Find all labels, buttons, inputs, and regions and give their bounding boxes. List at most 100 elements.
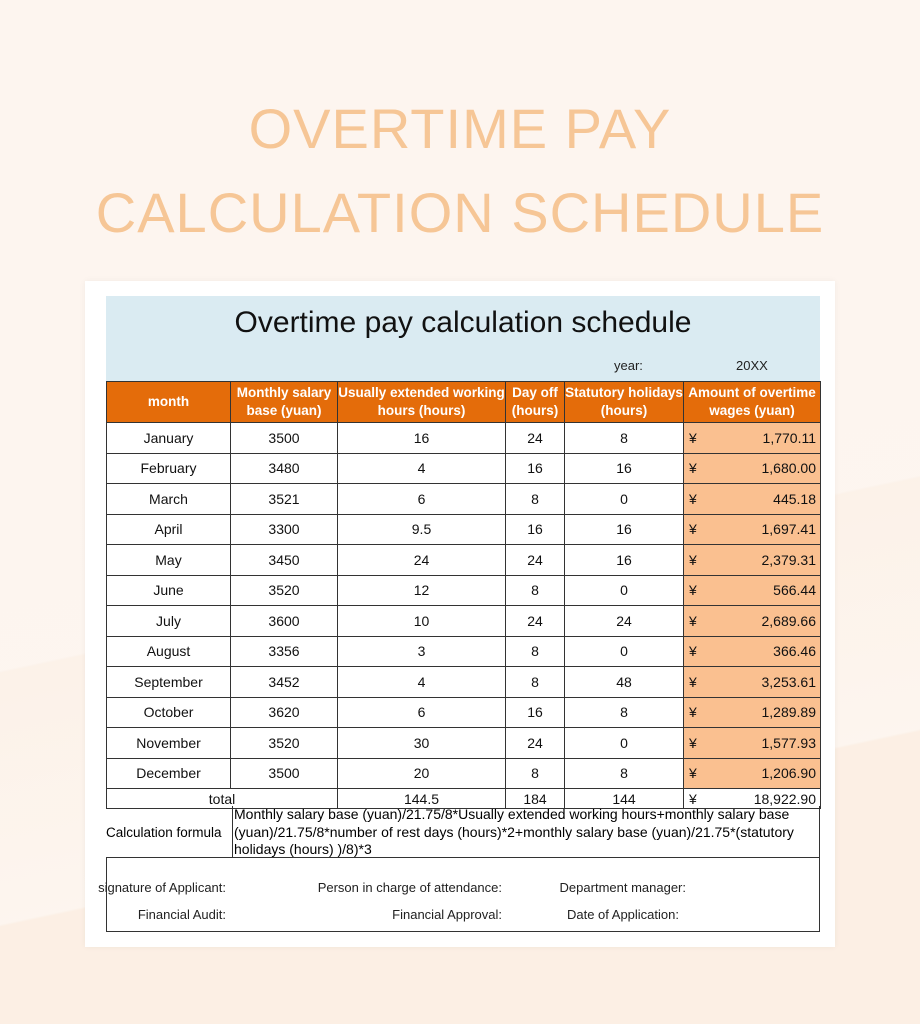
cell-extended-hours[interactable]: 3 xyxy=(337,635,506,667)
cell-salary-base[interactable]: 3300 xyxy=(230,513,338,545)
cell-salary-base[interactable]: 3450 xyxy=(230,544,338,576)
cell-salary-base[interactable]: 3600 xyxy=(230,605,338,637)
cell-extended-hours[interactable]: 4 xyxy=(337,452,506,484)
cell-month[interactable]: November xyxy=(106,727,231,759)
cell-salary-base[interactable]: 3452 xyxy=(230,666,338,698)
cell-day-off[interactable]: 24 xyxy=(505,422,565,454)
cell-salary-base[interactable]: 3500 xyxy=(230,422,338,454)
cell-month[interactable]: July xyxy=(106,605,231,637)
amount-value: 1,577.93 xyxy=(761,734,817,751)
cell-month[interactable]: April xyxy=(106,513,231,545)
cell-extended-hours[interactable]: 24 xyxy=(337,544,506,576)
cell-amount[interactable]: ¥1,697.41 xyxy=(683,513,821,545)
cell-amount[interactable]: ¥566.44 xyxy=(683,574,821,606)
cell-holidays[interactable]: 0 xyxy=(564,635,684,667)
page-title-line2: CALCULATION SCHEDULE xyxy=(95,181,825,244)
cell-holidays[interactable]: 0 xyxy=(564,574,684,606)
cell-extended-hours[interactable]: 30 xyxy=(337,727,506,759)
table-row: May 3450 24 24 16 ¥2,379.31 xyxy=(106,544,821,576)
currency-symbol: ¥ xyxy=(689,612,697,629)
cell-amount[interactable]: ¥366.46 xyxy=(683,635,821,667)
attendance-label: Person in charge of attendance: xyxy=(317,880,502,895)
cell-amount[interactable]: ¥1,770.11 xyxy=(683,422,821,454)
formula-text[interactable]: Monthly salary base (yuan)/21.75/8*Usual… xyxy=(232,806,820,857)
cell-day-off[interactable]: 8 xyxy=(505,483,565,515)
cell-amount[interactable]: ¥3,253.61 xyxy=(683,666,821,698)
currency-symbol: ¥ xyxy=(689,582,697,599)
cell-salary-base[interactable]: 3356 xyxy=(230,635,338,667)
amount-value: 1,206.90 xyxy=(761,765,817,782)
cell-amount[interactable]: ¥2,379.31 xyxy=(683,544,821,576)
cell-day-off[interactable]: 8 xyxy=(505,635,565,667)
cell-month[interactable]: June xyxy=(106,574,231,606)
currency-symbol: ¥ xyxy=(689,643,697,660)
cell-day-off[interactable]: 8 xyxy=(505,574,565,606)
cell-month[interactable]: January xyxy=(106,422,231,454)
cell-month[interactable]: September xyxy=(106,666,231,698)
total-holidays[interactable]: 144 xyxy=(564,788,684,809)
formula-label: Calculation formula xyxy=(106,825,222,840)
cell-salary-base[interactable]: 3520 xyxy=(230,727,338,759)
cell-day-off[interactable]: 24 xyxy=(505,605,565,637)
cell-month[interactable]: March xyxy=(106,483,231,515)
header-amount: Amount of overtime wages (yuan) xyxy=(683,381,821,423)
cell-holidays[interactable]: 8 xyxy=(564,696,684,728)
cell-amount[interactable]: ¥1,577.93 xyxy=(683,727,821,759)
cell-day-off[interactable]: 24 xyxy=(505,544,565,576)
cell-holidays[interactable]: 8 xyxy=(564,757,684,789)
amount-value: 445.18 xyxy=(773,490,816,507)
cell-day-off[interactable]: 8 xyxy=(505,666,565,698)
cell-month[interactable]: October xyxy=(106,696,231,728)
cell-holidays[interactable]: 0 xyxy=(564,483,684,515)
cell-day-off[interactable]: 8 xyxy=(505,757,565,789)
cell-month[interactable]: February xyxy=(106,452,231,484)
cell-salary-base[interactable]: 3620 xyxy=(230,696,338,728)
cell-amount[interactable]: ¥1,206.90 xyxy=(683,757,821,789)
cell-extended-hours[interactable]: 9.5 xyxy=(337,513,506,545)
cell-holidays[interactable]: 16 xyxy=(564,452,684,484)
cell-day-off[interactable]: 24 xyxy=(505,727,565,759)
cell-amount[interactable]: ¥1,289.89 xyxy=(683,696,821,728)
cell-holidays[interactable]: 16 xyxy=(564,513,684,545)
cell-salary-base[interactable]: 3480 xyxy=(230,452,338,484)
cell-day-off[interactable]: 16 xyxy=(505,696,565,728)
cell-extended-hours[interactable]: 12 xyxy=(337,574,506,606)
cell-day-off[interactable]: 16 xyxy=(505,513,565,545)
cell-holidays[interactable]: 48 xyxy=(564,666,684,698)
total-day-off[interactable]: 184 xyxy=(505,788,565,809)
cell-salary-base[interactable]: 3521 xyxy=(230,483,338,515)
cell-amount[interactable]: ¥445.18 xyxy=(683,483,821,515)
currency-symbol: ¥ xyxy=(689,734,697,751)
cell-salary-base[interactable]: 3500 xyxy=(230,757,338,789)
amount-value: 2,379.31 xyxy=(761,551,817,568)
cell-month[interactable]: December xyxy=(106,757,231,789)
sheet-title: Overtime pay calculation schedule xyxy=(234,306,692,339)
cell-salary-base[interactable]: 3520 xyxy=(230,574,338,606)
cell-holidays[interactable]: 0 xyxy=(564,727,684,759)
formula-row: Calculation formula Monthly salary base … xyxy=(106,806,820,858)
cell-extended-hours[interactable]: 16 xyxy=(337,422,506,454)
cell-extended-hours[interactable]: 20 xyxy=(337,757,506,789)
table-row: December 3500 20 8 8 ¥1,206.90 xyxy=(106,757,821,789)
year-value[interactable]: 20XX xyxy=(736,358,768,373)
cell-extended-hours[interactable]: 4 xyxy=(337,666,506,698)
cell-holidays[interactable]: 8 xyxy=(564,422,684,454)
cell-month[interactable]: August xyxy=(106,635,231,667)
cell-amount[interactable]: ¥1,680.00 xyxy=(683,452,821,484)
cell-holidays[interactable]: 24 xyxy=(564,605,684,637)
page-title-line1: OVERTIME PAY xyxy=(248,97,672,160)
applicant-signature-label: signature of Applicant: xyxy=(98,880,226,895)
cell-month[interactable]: May xyxy=(106,544,231,576)
total-amount[interactable]: ¥18,922.90 xyxy=(683,788,821,809)
cell-amount[interactable]: ¥2,689.66 xyxy=(683,605,821,637)
sheet-header: Overtime pay calculation schedule year: … xyxy=(106,296,820,381)
financial-approval-label: Financial Approval: xyxy=(392,907,502,922)
cell-extended-hours[interactable]: 6 xyxy=(337,483,506,515)
currency-symbol: ¥ xyxy=(689,673,697,690)
cell-extended-hours[interactable]: 10 xyxy=(337,605,506,637)
cell-holidays[interactable]: 16 xyxy=(564,544,684,576)
amount-value: 1,289.89 xyxy=(761,704,817,721)
cell-day-off[interactable]: 16 xyxy=(505,452,565,484)
cell-extended-hours[interactable]: 6 xyxy=(337,696,506,728)
table-row: April 3300 9.5 16 16 ¥1,697.41 xyxy=(106,513,821,545)
